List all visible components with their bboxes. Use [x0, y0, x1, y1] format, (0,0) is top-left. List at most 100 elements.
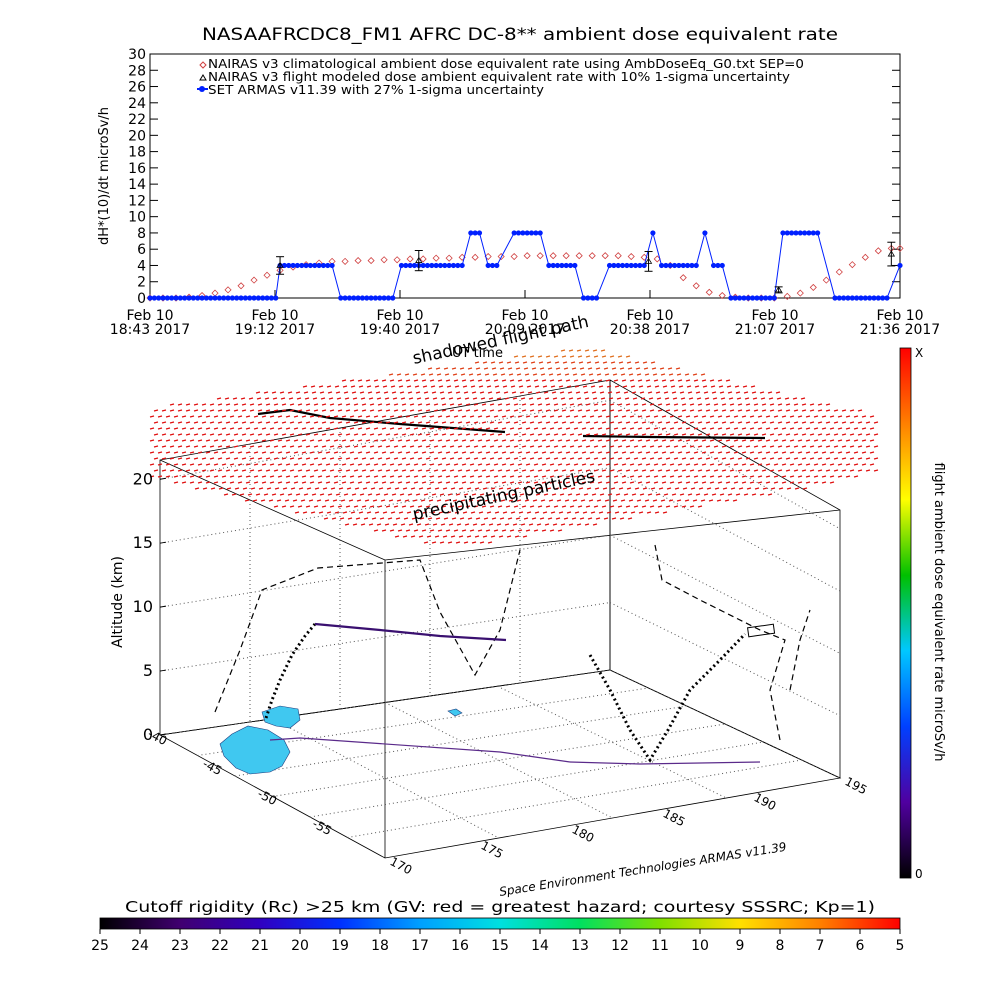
flight-track [257, 408, 776, 763]
particle-mark [657, 505, 663, 508]
particle-mark [193, 421, 199, 424]
particle-mark [689, 433, 695, 436]
particle-mark [489, 505, 495, 508]
particle-mark [608, 397, 614, 400]
longitude-tick-label: 190 [752, 790, 779, 813]
particle-mark [401, 433, 407, 436]
particle-mark [302, 385, 308, 388]
particle-mark [509, 439, 515, 442]
particle-mark [605, 415, 611, 418]
particle-mark [272, 397, 278, 400]
armas-point [403, 262, 409, 269]
particle-mark [737, 421, 743, 424]
particle-mark [663, 493, 669, 496]
particle-mark [693, 475, 699, 478]
particle-mark [543, 391, 549, 394]
particle-mark [853, 415, 859, 418]
particle-mark [293, 481, 299, 484]
particle-mark [252, 499, 258, 502]
particle-mark [313, 505, 319, 508]
particle-mark [337, 421, 343, 424]
particle-mark [685, 481, 691, 484]
particle-mark [165, 427, 171, 430]
particle-mark [653, 427, 659, 430]
particle-mark [525, 427, 531, 430]
particle-mark [281, 409, 287, 412]
particle-mark [778, 487, 784, 490]
particle-mark [649, 469, 655, 472]
particle-mark [552, 397, 558, 400]
particle-mark [485, 475, 491, 478]
particle-mark [480, 397, 486, 400]
particle-mark [357, 451, 363, 454]
particle-mark [369, 433, 375, 436]
particle-mark [813, 427, 819, 430]
particle-mark [577, 445, 583, 448]
particle-mark [687, 391, 693, 394]
particle-mark [326, 385, 332, 388]
particle-mark [697, 403, 703, 406]
particle-mark [157, 475, 163, 478]
particle-mark [809, 445, 815, 448]
particle-mark [350, 385, 356, 388]
particle-mark [581, 481, 587, 484]
particle-mark [511, 391, 517, 394]
particle-mark [545, 457, 551, 460]
particle-mark [785, 469, 791, 472]
particle-mark [861, 439, 867, 442]
particle-mark [579, 367, 585, 370]
particle-mark [578, 361, 584, 364]
particle-mark [793, 409, 799, 412]
particle-mark [274, 487, 280, 490]
particle-mark [253, 427, 259, 430]
particle-mark [225, 433, 231, 436]
particle-mark [496, 397, 502, 400]
particle-mark [473, 505, 479, 508]
particle-mark [313, 469, 319, 472]
particle-mark [841, 409, 847, 412]
particle-mark [514, 361, 520, 364]
particle-mark [477, 439, 483, 442]
particle-mark [346, 487, 352, 490]
particle-mark [269, 475, 275, 478]
armas-point [307, 262, 314, 269]
particle-mark [619, 517, 625, 520]
particle-mark [469, 379, 475, 382]
particle-mark [573, 379, 579, 382]
particle-mark [745, 457, 751, 460]
particle-mark [229, 415, 235, 418]
particle-mark [575, 391, 581, 394]
box-edge-front-top [384, 509, 841, 561]
particle-mark [457, 409, 463, 412]
particle-mark [566, 385, 572, 388]
particle-mark [296, 397, 302, 400]
particle-mark [378, 487, 384, 490]
particle-mark [621, 427, 627, 430]
particle-mark [677, 439, 683, 442]
particle-mark [773, 415, 779, 418]
particle-mark [617, 409, 623, 412]
particle-mark [773, 463, 779, 466]
particle-mark [554, 361, 560, 364]
particle-mark [446, 385, 452, 388]
particle-mark [513, 355, 519, 358]
particle-mark [225, 409, 231, 412]
particle-mark [217, 421, 223, 424]
particle-mark [517, 529, 523, 532]
y-tick-label: 12 [128, 193, 146, 209]
particle-mark [448, 397, 454, 400]
particle-mark [657, 409, 663, 412]
particle-mark [800, 397, 806, 400]
particle-mark [377, 457, 383, 460]
armas-point [169, 295, 175, 301]
armas-point [216, 295, 222, 301]
particle-mark [482, 361, 488, 364]
particle-mark [463, 493, 469, 496]
climatological-point [237, 282, 245, 290]
particle-mark [181, 451, 187, 454]
particle-mark [382, 385, 388, 388]
climatological-point [679, 274, 687, 282]
particle-mark [519, 391, 525, 394]
